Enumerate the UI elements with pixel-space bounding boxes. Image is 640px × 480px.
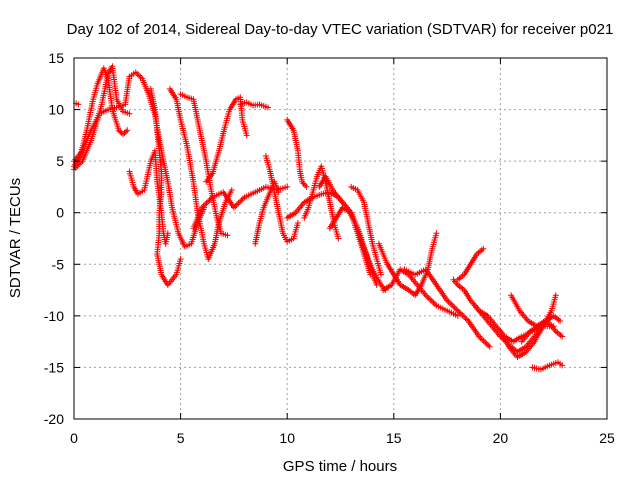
- axis-ticks: [73, 57, 608, 420]
- series-markers: [518, 318, 566, 345]
- series-arc-10: [237, 99, 271, 111]
- data-series: [71, 63, 566, 373]
- y-tick-label: -20: [44, 411, 64, 427]
- series-arc-13: [262, 153, 301, 245]
- series-markers: [237, 99, 271, 111]
- y-tick-label: 0: [56, 205, 64, 221]
- series-markers: [380, 266, 461, 319]
- series-arc-6: [147, 85, 184, 288]
- series-arc-7: [166, 85, 235, 263]
- series-arc-22: [401, 266, 493, 350]
- series-markers: [147, 85, 184, 288]
- series-line: [192, 186, 288, 229]
- series-arc-11: [190, 183, 291, 232]
- plot-frame: [73, 57, 608, 420]
- y-tick-labels: -20 -15 -10 -5 0 5 10 15: [44, 50, 64, 427]
- series-markers: [190, 183, 291, 232]
- series-arc-19: [348, 183, 384, 278]
- series-arc-9: [203, 94, 250, 185]
- x-tick-labels: 0 5 10 15 20 25: [70, 430, 615, 446]
- series-markers: [166, 85, 235, 263]
- series-markers: [529, 359, 566, 373]
- series-arc-2: [73, 100, 82, 108]
- series-arc-24: [454, 245, 487, 283]
- y-tick-label: -15: [44, 359, 64, 375]
- series-arc-21: [380, 266, 461, 319]
- chart-title: Day 102 of 2014, Sidereal Day-to-day VTE…: [67, 21, 614, 38]
- series-markers: [454, 245, 487, 283]
- series-arc-25: [471, 302, 553, 355]
- y-axis-label: SDTVAR / TECUs: [7, 178, 24, 298]
- series-arc-8: [177, 91, 231, 239]
- y-tick-label: -10: [44, 308, 64, 324]
- x-tick-label: 5: [177, 430, 185, 446]
- series-arc-18: [326, 204, 374, 278]
- x-tick-label: 10: [279, 430, 295, 446]
- series-markers: [284, 116, 310, 190]
- series-markers: [471, 302, 553, 355]
- x-tick-label: 20: [493, 430, 509, 446]
- series-arc-29: [529, 359, 566, 373]
- series-markers: [73, 100, 82, 108]
- series-arc-14: [284, 116, 310, 190]
- y-tick-label: 10: [48, 102, 64, 118]
- series-markers: [262, 153, 301, 245]
- x-tick-label: 25: [599, 430, 615, 446]
- x-tick-label: 15: [386, 430, 402, 446]
- series-markers: [326, 204, 374, 278]
- y-tick-label: -5: [52, 256, 65, 272]
- x-axis-label: GPS time / hours: [283, 458, 397, 475]
- y-tick-label: 15: [48, 50, 64, 66]
- x-tick-label: 0: [70, 430, 78, 446]
- series-markers: [348, 183, 384, 278]
- series-markers: [401, 266, 493, 350]
- series-arc-28: [518, 318, 566, 345]
- series-arc-26: [497, 292, 559, 361]
- y-tick-label: 5: [56, 153, 64, 169]
- series-markers: [203, 94, 250, 185]
- series-markers: [177, 91, 231, 239]
